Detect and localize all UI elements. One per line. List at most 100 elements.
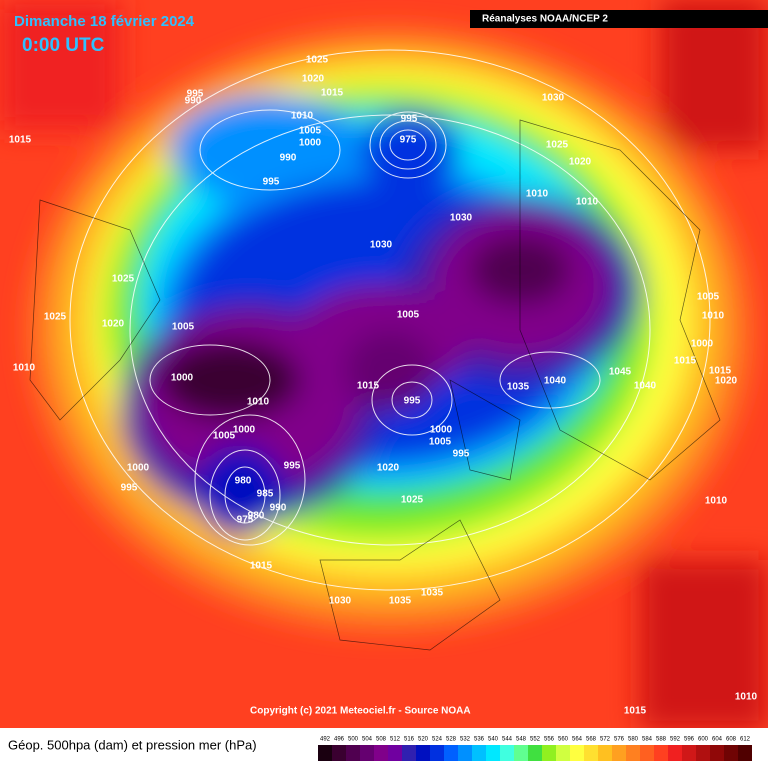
legend-title: Géop. 500hpa (dam) et pression mer (hPa) <box>8 737 257 752</box>
isobar-label: 1040 <box>634 381 657 392</box>
scale-label: 504 <box>362 737 373 743</box>
scale-label: 528 <box>446 737 457 743</box>
isobar-label: 1040 <box>544 376 567 387</box>
scale-label: 508 <box>376 737 387 743</box>
isobar-label: 995 <box>404 396 421 407</box>
color-swatch <box>444 745 458 761</box>
isobar-label: 1020 <box>569 157 592 168</box>
scale-label: 608 <box>726 737 737 743</box>
isobar-label: 1015 <box>674 356 697 367</box>
scale-label: 604 <box>712 737 723 743</box>
color-swatch <box>514 745 528 761</box>
color-swatch <box>332 745 346 761</box>
isobar-label: 1005 <box>299 126 322 137</box>
scale-label: 496 <box>334 737 345 743</box>
color-swatch <box>472 745 486 761</box>
scale-label: 552 <box>530 737 541 743</box>
isobar-label: 1010 <box>576 197 599 208</box>
scale-label: 520 <box>418 737 429 743</box>
scale-label: 512 <box>390 737 401 743</box>
isobar-label: 1030 <box>450 213 473 224</box>
isobar-label: 990 <box>185 96 202 107</box>
isobar-labels: 1015102510201015995990101010051000990995… <box>9 55 758 717</box>
isobar-label: 1015 <box>321 88 344 99</box>
isobar-label: 1035 <box>421 588 444 599</box>
color-swatch <box>584 745 598 761</box>
isobar-label: 1010 <box>735 692 758 703</box>
isobar-label: 995 <box>263 177 280 188</box>
isobar-label: 980 <box>248 511 265 522</box>
isobar-label: 1010 <box>247 397 270 408</box>
isobar-label: 1010 <box>291 111 314 122</box>
time: 0:00 UTC <box>22 35 105 56</box>
isobar-label: 1015 <box>624 706 647 717</box>
isobar-label: 1010 <box>13 363 36 374</box>
color-swatch <box>682 745 696 761</box>
color-swatch <box>710 745 724 761</box>
color-swatch <box>696 745 710 761</box>
isobar-label: 1000 <box>171 373 194 384</box>
isobar-label: 1005 <box>697 292 720 303</box>
isobar-label: 1025 <box>112 274 135 285</box>
color-swatch <box>430 745 444 761</box>
scale-label: 588 <box>656 737 667 743</box>
color-swatch <box>542 745 556 761</box>
isobar-label: 1010 <box>702 311 725 322</box>
source: Réanalyses NOAA/NCEP 2 <box>482 14 608 25</box>
scale-label: 568 <box>586 737 597 743</box>
isobar-label: 1025 <box>44 312 67 323</box>
scale-label: 564 <box>572 737 583 743</box>
isobar-label: 995 <box>401 114 418 125</box>
isobar-label: 980 <box>235 476 252 487</box>
scale-label: 524 <box>432 737 443 743</box>
isobar-label: 1015 <box>9 135 32 146</box>
isobar-label: 995 <box>121 483 138 494</box>
isobar-label: 1035 <box>507 382 530 393</box>
isobar-label: 990 <box>280 153 297 164</box>
isobar-label: 1005 <box>429 437 452 448</box>
scale-label: 560 <box>558 737 569 743</box>
isobar-label: 1020 <box>102 319 125 330</box>
scale-label: 500 <box>348 737 359 743</box>
isobar-label: 1030 <box>370 240 393 251</box>
isobar-label: 1020 <box>377 463 400 474</box>
scale-label: 492 <box>320 737 331 743</box>
color-swatch <box>626 745 640 761</box>
color-swatch <box>388 745 402 761</box>
scale-label: 584 <box>642 737 653 743</box>
isobar-label: 990 <box>270 503 287 514</box>
isobar-label: 1035 <box>389 596 412 607</box>
isobar-label: 1010 <box>526 189 549 200</box>
isobar-label: 1025 <box>546 140 569 151</box>
scale-label: 532 <box>460 737 471 743</box>
isobar-label: 975 <box>237 515 254 526</box>
color-swatch <box>654 745 668 761</box>
isobar-label: 1000 <box>233 425 256 436</box>
color-swatch <box>374 745 388 761</box>
color-swatch <box>570 745 584 761</box>
isobar-label: 1025 <box>401 495 424 506</box>
scale-label: 576 <box>614 737 625 743</box>
color-swatch <box>318 745 332 761</box>
color-swatch <box>416 745 430 761</box>
color-swatch <box>486 745 500 761</box>
color-swatch <box>612 745 626 761</box>
isobar-label: 1015 <box>250 561 273 572</box>
isobar-label: 1000 <box>299 138 322 149</box>
isobar-label: 1020 <box>302 74 325 85</box>
scale-label: 572 <box>600 737 611 743</box>
isobar-label: 1005 <box>172 322 195 333</box>
isobar-label: 1015 <box>709 366 732 377</box>
isobar-label: 1005 <box>213 431 236 442</box>
isobar-label: 1045 <box>609 367 632 378</box>
isobar-label: 1020 <box>715 376 738 387</box>
color-swatch <box>500 745 514 761</box>
scale-label: 600 <box>698 737 709 743</box>
isobar-label: 995 <box>453 449 470 460</box>
source-bar <box>470 10 768 28</box>
color-swatch <box>724 745 738 761</box>
color-swatch <box>402 745 416 761</box>
color-swatch <box>346 745 360 761</box>
color-swatch <box>556 745 570 761</box>
